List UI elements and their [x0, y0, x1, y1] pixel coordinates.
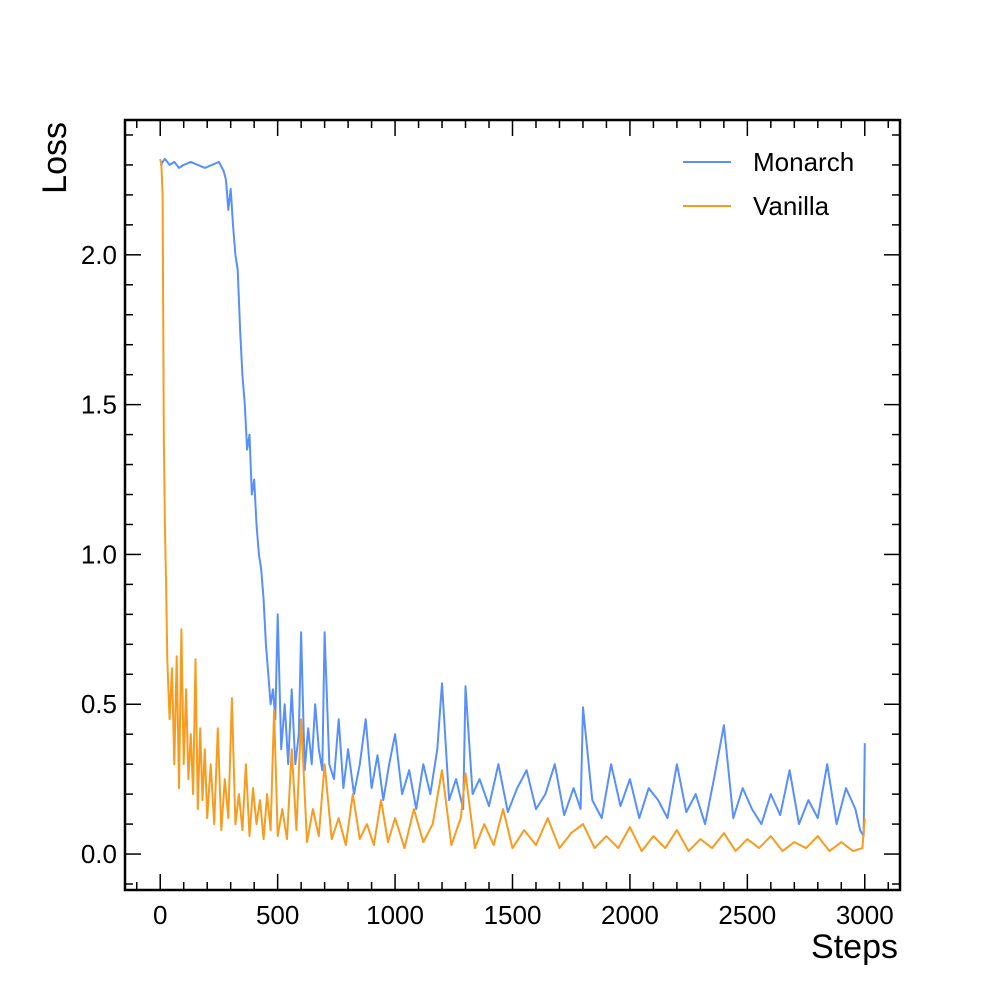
- y-tick-label: 0.0: [81, 839, 117, 869]
- y-tick-label: 2.0: [81, 240, 117, 270]
- legend-label-vanilla: Vanilla: [753, 191, 830, 221]
- x-tick-label: 3000: [836, 900, 894, 930]
- x-tick-label: 1500: [484, 900, 542, 930]
- x-tick-label: 2000: [601, 900, 659, 930]
- y-tick-label: 1.0: [81, 539, 117, 569]
- x-axis-title: Steps: [811, 928, 898, 966]
- x-tick-label: 0: [153, 900, 167, 930]
- y-tick-label: 0.5: [81, 689, 117, 719]
- tick-layer: 0 500 1000 1500 2000 2500 3000 0.0 0.5 1.0 1.5 2.0: [81, 120, 900, 930]
- x-tick-label: 1000: [366, 900, 424, 930]
- legend-label-monarch: Monarch: [753, 147, 854, 177]
- legend: Monarch Vanilla: [683, 147, 854, 221]
- y-tick-label: 1.5: [81, 390, 117, 420]
- y-axis-title: Loss: [36, 122, 74, 194]
- plot-frame: [123, 118, 902, 892]
- series-line-monarch: [160, 157, 866, 838]
- x-tick-label: 2500: [718, 900, 776, 930]
- x-tick-label: 500: [256, 900, 299, 930]
- series-line-vanilla: [159, 158, 866, 853]
- series-layer: [159, 157, 866, 853]
